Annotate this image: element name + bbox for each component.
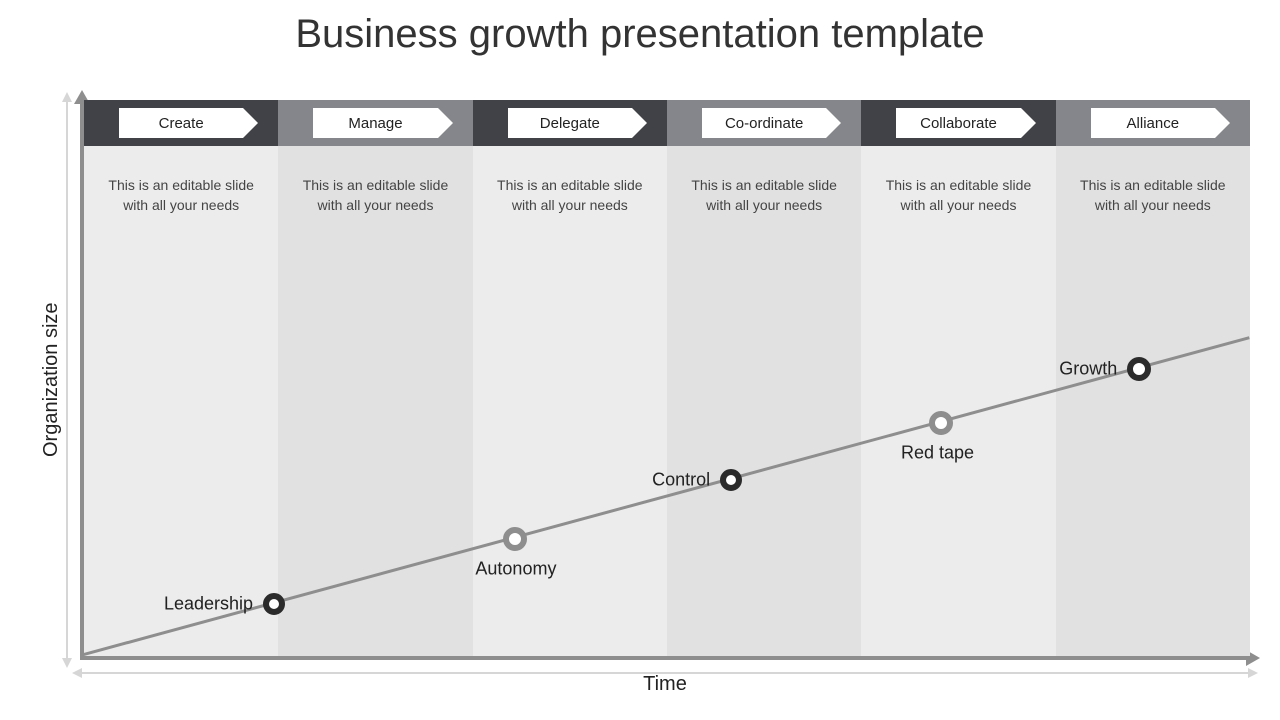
phase-body: This is an editable slide with all your …: [473, 146, 667, 656]
phase-body: This is an editable slide with all your …: [278, 146, 472, 656]
growth-chart: Organization size Time Create This is an…: [80, 100, 1250, 660]
growth-marker: [720, 469, 742, 491]
phase-body: This is an editable slide with all your …: [84, 146, 278, 656]
phase-body: This is an editable slide with all your …: [861, 146, 1055, 656]
phase-header-label: Collaborate: [896, 108, 1020, 138]
growth-marker-label: Autonomy: [475, 558, 556, 579]
slide-title: Business growth presentation template: [0, 12, 1280, 57]
phase-body: This is an editable slide with all your …: [1056, 146, 1250, 656]
phase-header: Create: [84, 100, 278, 146]
growth-marker: [929, 411, 953, 435]
growth-marker-label: Growth: [1059, 359, 1117, 380]
phase-header-label: Delegate: [508, 108, 632, 138]
phase-header: Collaborate: [861, 100, 1055, 146]
x-axis-label: Time: [80, 673, 1250, 696]
growth-marker: [503, 527, 527, 551]
phase-header-label: Manage: [313, 108, 437, 138]
phase-header: Alliance: [1056, 100, 1250, 146]
slide: Business growth presentation template Or…: [0, 0, 1280, 720]
growth-marker-label: Control: [652, 470, 710, 491]
x-axis: [80, 656, 1250, 660]
growth-marker-label: Leadership: [164, 594, 253, 615]
plot-area: Create This is an editable slide with al…: [84, 100, 1250, 656]
y-axis-label: Organization size: [40, 100, 60, 660]
phase-column: Create This is an editable slide with al…: [84, 100, 278, 656]
y-axis-secondary: [66, 100, 68, 660]
phase-header-label: Alliance: [1091, 108, 1215, 138]
phase-column: Co-ordinate This is an editable slide wi…: [667, 100, 861, 656]
phase-column: Collaborate This is an editable slide wi…: [861, 100, 1055, 656]
growth-marker-label: Red tape: [901, 443, 974, 464]
phase-body: This is an editable slide with all your …: [667, 146, 861, 656]
phase-header: Co-ordinate: [667, 100, 861, 146]
phase-header-label: Co-ordinate: [702, 108, 826, 138]
phase-header: Delegate: [473, 100, 667, 146]
growth-marker: [263, 593, 285, 615]
growth-marker: [1127, 357, 1151, 381]
phase-header: Manage: [278, 100, 472, 146]
phase-header-label: Create: [119, 108, 243, 138]
